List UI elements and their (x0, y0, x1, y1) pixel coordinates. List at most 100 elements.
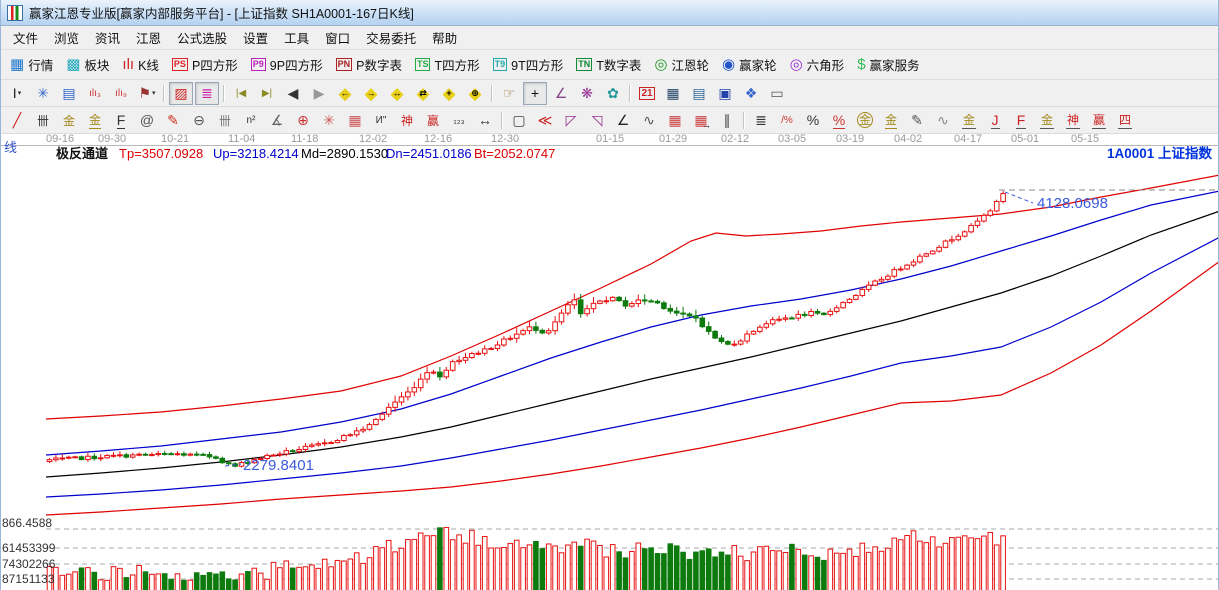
wave-tool-icon[interactable]: ✿ (607, 84, 619, 101)
f-ruler-icon[interactable]: F (116, 111, 126, 129)
star-web-icon[interactable]: ✳ (323, 111, 335, 128)
kline-button[interactable]: ılı K线 (117, 53, 167, 76)
gann-grid-icon[interactable]: ▦ (668, 111, 682, 128)
menu-help[interactable]: 帮助 (432, 32, 458, 46)
winner-service-button[interactable]: $ 赢家服务 (852, 53, 927, 76)
menu-browse[interactable]: 浏览 (54, 32, 80, 46)
sectors-button[interactable]: ▩ 板块 (61, 53, 117, 76)
percent-slash-icon[interactable]: /% (781, 114, 793, 126)
clipboard-icon[interactable]: ▤ (62, 84, 76, 101)
menu-formula-stock-pick[interactable]: 公式选股 (177, 32, 228, 46)
report-icon[interactable]: ▤ (692, 84, 706, 101)
gold2-angle-icon[interactable]: 金 (1039, 113, 1054, 129)
center-view-icon[interactable]: ◆ ⊕ (468, 83, 482, 103)
channel-lines-icon[interactable]: ∥ (723, 111, 731, 128)
compress-x-icon[interactable]: ◆ ⇄ (416, 83, 430, 103)
menu-file[interactable]: 文件 (13, 32, 39, 46)
shen-angle-icon[interactable]: 神 (1065, 113, 1080, 129)
angle-measure-icon[interactable]: ∠ (554, 84, 568, 101)
gann-grid-arrow-icon[interactable]: ▦ → (694, 111, 711, 130)
shen-ruler-icon[interactable]: 神 (400, 113, 413, 128)
menu-gann[interactable]: 江恩 (136, 32, 162, 46)
last-page-icon[interactable]: ▶| (261, 87, 273, 99)
expand-x-icon[interactable]: ◆ ↔ (390, 83, 404, 103)
knot-tool-icon[interactable]: ✳ (37, 84, 49, 101)
pointer-style-dropdown[interactable]: I ▾ (12, 85, 22, 101)
t9-square-button[interactable]: T9 9T四方形 (488, 53, 572, 76)
menu-trade-entrust[interactable]: 交易委托 (366, 32, 417, 46)
gold-angle-icon[interactable]: 金 (961, 113, 976, 129)
p-number-table-button[interactable]: PN P数字表 (331, 53, 410, 76)
volume-profile-icon[interactable]: ≣ (195, 81, 219, 105)
rect-select-icon[interactable]: ▢ (512, 111, 526, 128)
gann-wheel-button[interactable]: ◎ 江恩轮 (649, 53, 717, 76)
shift-left-icon[interactable]: ◆ ← (338, 83, 352, 103)
bars-horizontal-icon[interactable]: ≣ (755, 111, 767, 128)
print-icon[interactable]: ▭ (770, 84, 784, 101)
protractor-icon[interactable]: ∡ (270, 111, 284, 128)
first-page-icon[interactable]: |◀ (235, 87, 247, 99)
hand-tool-icon[interactable]: ☞ (502, 84, 516, 101)
n-square-icon[interactable]: n² (246, 114, 256, 126)
menu-window[interactable]: 窗口 (325, 32, 351, 46)
kline-chart-canvas[interactable]: 09-16 09-30 10-21 11-04 11-18 12-02 12-16 12-30… (1, 133, 1219, 590)
flag-dropdown[interactable]: ⚑ ▾ (138, 84, 156, 101)
svg-text:01-15: 01-15 (596, 134, 624, 145)
j-angle-icon[interactable]: J (990, 111, 1000, 129)
ying-angle-icon[interactable]: 赢 (1091, 113, 1106, 129)
hexagon-button[interactable]: ◎ 六角形 (785, 53, 853, 76)
p9-square-button[interactable]: P9 9P四方形 (246, 53, 331, 76)
pencil-icon[interactable]: ✎ (167, 111, 179, 128)
spiral-icon[interactable]: @ (139, 112, 155, 128)
prev-bar-icon[interactable]: ◀ (287, 84, 299, 101)
pane-tab-label: 线 (4, 140, 17, 155)
kline-9-icon[interactable]: ılı₉ (115, 87, 127, 99)
percent-icon[interactable]: % (806, 112, 820, 128)
ying-ruler-icon[interactable]: 赢 (426, 113, 439, 128)
zoom-all-icon[interactable]: ◆ + (442, 83, 456, 103)
fan-corner-icon[interactable]: ◹ (591, 111, 603, 128)
ruler-123-icon[interactable]: ₁₂₃ (453, 114, 465, 126)
gann-shape-icon[interactable]: ❋ (581, 84, 593, 101)
hexagon-button-label: 六角形 (806, 59, 845, 73)
chart-export-icon[interactable]: ❖ (744, 84, 758, 101)
wave2-icon[interactable]: ∿ (937, 111, 949, 128)
save-icon[interactable]: ▣ (718, 84, 732, 101)
p-square-button[interactable]: PS P四方形 (167, 53, 246, 76)
shift-right-icon[interactable]: ◆ → (364, 83, 378, 103)
menu-news[interactable]: 资讯 (95, 32, 121, 46)
pattern-box-icon[interactable]: ▨ (169, 81, 193, 105)
zigzag-icon[interactable]: ∿ (643, 111, 655, 128)
gold-line-icon[interactable]: 金 (884, 113, 897, 129)
fan-box-icon[interactable]: ◸ (565, 111, 577, 128)
calculator-icon[interactable]: ▦ (666, 84, 680, 101)
gold-ruler-icon[interactable]: 金 (62, 113, 75, 128)
angle-lines-icon[interactable]: ∠ (616, 111, 630, 128)
menu-settings[interactable]: 设置 (243, 32, 269, 46)
percent-lines-icon[interactable]: % (832, 111, 846, 129)
trend-pencil-icon[interactable]: ╱ (12, 111, 22, 128)
t-number-table-button[interactable]: TN T数字表 (571, 53, 649, 76)
marker-pencil-icon[interactable]: ✎ (911, 111, 923, 128)
menu-tools[interactable]: 工具 (284, 32, 310, 46)
winner-wheel-button[interactable]: ◉ 赢家轮 (717, 53, 785, 76)
target-circle-icon[interactable]: ⊕ (297, 111, 309, 128)
gold-ruler2-icon[interactable]: 金 (88, 113, 101, 129)
crosshair-tool-icon[interactable]: + (523, 81, 547, 105)
grid-web-icon[interactable]: ▦ (348, 111, 362, 128)
gold-circle-icon[interactable]: 金 (857, 112, 873, 128)
si-angle-icon[interactable]: 四 (1117, 113, 1132, 129)
kline-3-icon[interactable]: ılı₃ (89, 87, 101, 99)
gann-fan-icon[interactable]: ≪ (537, 111, 553, 128)
wave-mark-icon[interactable]: И" (375, 114, 387, 126)
next-bar-icon[interactable]: ▶ (313, 84, 325, 101)
f-angle-icon[interactable]: F (1015, 111, 1027, 129)
ruler-icon[interactable]: 卌 (36, 113, 49, 128)
t-square-button[interactable]: TS T四方形 (410, 53, 488, 76)
ruler2-icon[interactable]: 卌 (218, 113, 231, 128)
circle-gauge-icon[interactable]: ⊖ (193, 111, 205, 128)
svg-text:Up=3218.4214: Up=3218.4214 (213, 146, 299, 161)
market-quotes-button[interactable]: ▦ 行情 (5, 53, 61, 76)
width-arrows-icon[interactable]: ↔ (478, 112, 492, 128)
calendar-icon[interactable]: 21 (639, 86, 655, 100)
